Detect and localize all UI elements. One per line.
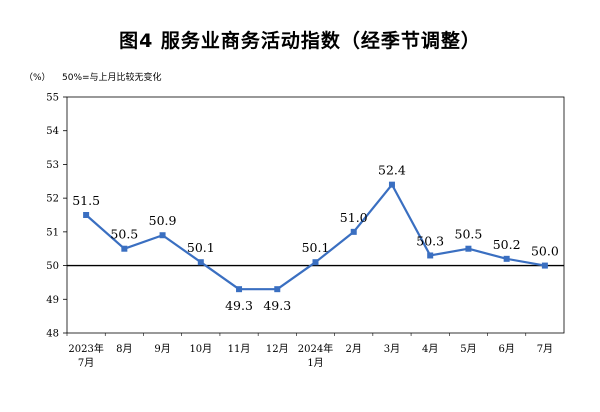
y-tick-label: 48: [46, 329, 59, 340]
data-label: 51.0: [340, 210, 368, 225]
data-point: [236, 286, 243, 293]
y-tick-label: 53: [46, 160, 59, 171]
y-tick-label: 52: [46, 194, 59, 205]
data-label: 50.3: [416, 233, 444, 248]
data-point: [427, 252, 434, 259]
data-point: [465, 245, 472, 252]
data-label: 50.0: [531, 244, 559, 259]
data-label: 51.5: [72, 193, 100, 208]
x-tick-label: 1月: [307, 357, 323, 369]
chart-title: 图4 服务业商务活动指数（经季节调整）: [119, 30, 481, 52]
data-label: 50.2: [493, 237, 521, 252]
x-tick-label: 10月: [189, 343, 212, 355]
data-label: 50.1: [187, 240, 215, 255]
data-point: [197, 259, 204, 266]
y-tick-label: 54: [46, 126, 59, 137]
x-tick-label: 12月: [266, 343, 289, 355]
x-tick-label: 2023年: [68, 342, 103, 355]
y-axis-unit: （%）: [24, 73, 51, 83]
chart-marks: 51.5 50.5 50.9 50.1 49.3 49.3 50.1 51.0 52.4 50.3…: [72, 163, 559, 314]
x-tick-label: 8月: [116, 343, 132, 355]
chart-annotation: 50%=与上月比较无变化: [62, 73, 162, 83]
y-tick-label: 51: [46, 227, 59, 238]
data-label: 49.3: [263, 298, 291, 313]
x-tick-label: 4月: [422, 343, 438, 355]
x-tick-label: 11月: [228, 343, 251, 355]
x-tick-label: 5月: [460, 343, 476, 355]
x-tick-label: 3月: [384, 343, 400, 355]
data-point: [121, 245, 128, 252]
data-label: 50.5: [110, 227, 138, 242]
x-tick-label: 9月: [154, 343, 170, 355]
data-point: [159, 232, 166, 239]
x-tick-label: 7月: [78, 357, 94, 369]
chart-axes: 48 49 50 51 52 53 54 55 2023年 7月 8月 9月 10月 11月 12月 2024…: [46, 93, 565, 369]
x-tick-label: 7月: [537, 343, 553, 355]
data-point: [312, 259, 319, 266]
data-label: 52.4: [378, 163, 406, 178]
x-tick-label: 6月: [498, 343, 514, 355]
data-point: [83, 212, 90, 218]
x-tick-label: 2024年: [298, 342, 333, 355]
plot-frame: [66, 96, 565, 334]
data-point: [388, 181, 395, 188]
data-label: 49.3: [225, 298, 253, 313]
data-label: 50.1: [302, 240, 330, 255]
y-tick-label: 49: [46, 295, 59, 306]
y-tick-label: 50: [46, 261, 59, 272]
y-tick-label: 55: [46, 93, 59, 104]
x-tick-label: 2月: [346, 343, 362, 355]
data-label: 50.9: [149, 213, 177, 228]
data-point: [503, 255, 510, 262]
data-label: 50.5: [455, 227, 483, 242]
data-point: [541, 262, 548, 269]
data-point: [274, 286, 281, 293]
data-point: [350, 228, 357, 235]
